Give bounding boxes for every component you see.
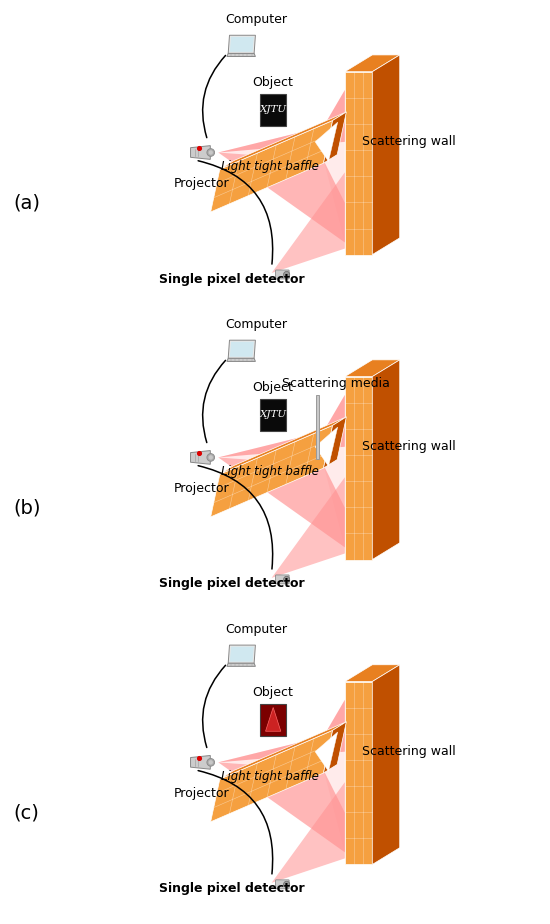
Polygon shape: [345, 377, 372, 560]
Polygon shape: [220, 112, 346, 169]
Polygon shape: [230, 647, 254, 662]
Polygon shape: [211, 730, 333, 821]
Polygon shape: [218, 395, 345, 547]
Circle shape: [208, 456, 213, 459]
Polygon shape: [272, 172, 345, 273]
Polygon shape: [228, 340, 255, 359]
Polygon shape: [230, 342, 254, 357]
Polygon shape: [315, 732, 338, 772]
Polygon shape: [218, 457, 345, 547]
Circle shape: [208, 760, 213, 764]
Polygon shape: [227, 359, 255, 361]
Polygon shape: [227, 54, 255, 56]
Polygon shape: [227, 663, 255, 666]
Text: Single pixel detector: Single pixel detector: [159, 578, 305, 590]
Text: Scattering media: Scattering media: [282, 377, 389, 390]
Text: (c): (c): [14, 804, 40, 822]
Polygon shape: [218, 762, 345, 852]
Circle shape: [208, 151, 213, 154]
Text: Single pixel detector: Single pixel detector: [159, 273, 305, 286]
Text: Object: Object: [253, 687, 294, 699]
Circle shape: [284, 577, 290, 582]
Text: Projector: Projector: [174, 481, 229, 495]
Polygon shape: [218, 395, 345, 457]
Polygon shape: [272, 477, 345, 578]
Bar: [260, 399, 286, 431]
Polygon shape: [323, 722, 346, 773]
Circle shape: [207, 149, 215, 156]
FancyBboxPatch shape: [276, 575, 289, 584]
Text: Light tight baffle: Light tight baffle: [221, 160, 319, 173]
Polygon shape: [228, 645, 255, 663]
Text: Light tight baffle: Light tight baffle: [221, 770, 319, 783]
Polygon shape: [218, 699, 345, 762]
Text: (a): (a): [14, 194, 41, 213]
Polygon shape: [220, 417, 346, 474]
Text: Object: Object: [253, 77, 294, 90]
Text: Computer: Computer: [226, 623, 288, 636]
Polygon shape: [323, 417, 346, 468]
Circle shape: [207, 454, 215, 461]
Text: XJTU: XJTU: [260, 410, 287, 419]
Polygon shape: [190, 451, 210, 464]
Polygon shape: [372, 55, 400, 255]
Bar: [260, 94, 286, 126]
Circle shape: [284, 881, 290, 887]
Text: Scattering wall: Scattering wall: [362, 745, 456, 759]
Text: (b): (b): [14, 499, 41, 517]
Polygon shape: [190, 756, 210, 769]
Circle shape: [284, 272, 290, 277]
Text: Single pixel detector: Single pixel detector: [159, 882, 305, 895]
Polygon shape: [345, 664, 400, 682]
Polygon shape: [315, 427, 338, 467]
Text: Object: Object: [253, 382, 294, 395]
Polygon shape: [272, 782, 345, 882]
Polygon shape: [345, 682, 372, 865]
Polygon shape: [218, 699, 345, 852]
Text: Scattering wall: Scattering wall: [362, 440, 456, 454]
Bar: [260, 704, 286, 736]
Polygon shape: [266, 708, 281, 731]
Polygon shape: [372, 359, 400, 560]
Polygon shape: [345, 55, 400, 72]
Polygon shape: [323, 112, 346, 164]
Polygon shape: [230, 37, 254, 52]
Polygon shape: [220, 722, 346, 779]
Polygon shape: [315, 122, 338, 162]
Text: XJTU: XJTU: [260, 105, 287, 115]
Polygon shape: [190, 146, 210, 159]
Circle shape: [207, 759, 215, 766]
Text: Computer: Computer: [226, 13, 288, 26]
Text: Projector: Projector: [174, 786, 229, 800]
Polygon shape: [372, 664, 400, 865]
Text: Projector: Projector: [174, 176, 229, 190]
Polygon shape: [228, 35, 255, 54]
Polygon shape: [211, 425, 333, 517]
Polygon shape: [345, 72, 372, 255]
Text: Scattering wall: Scattering wall: [362, 135, 456, 149]
Polygon shape: [218, 152, 345, 242]
FancyBboxPatch shape: [276, 270, 289, 279]
Text: Computer: Computer: [226, 318, 288, 331]
Polygon shape: [218, 90, 345, 152]
FancyBboxPatch shape: [276, 880, 289, 889]
Text: Light tight baffle: Light tight baffle: [221, 465, 319, 478]
Polygon shape: [211, 120, 333, 212]
Bar: [316, 395, 319, 459]
Polygon shape: [345, 359, 400, 377]
Polygon shape: [218, 90, 345, 242]
